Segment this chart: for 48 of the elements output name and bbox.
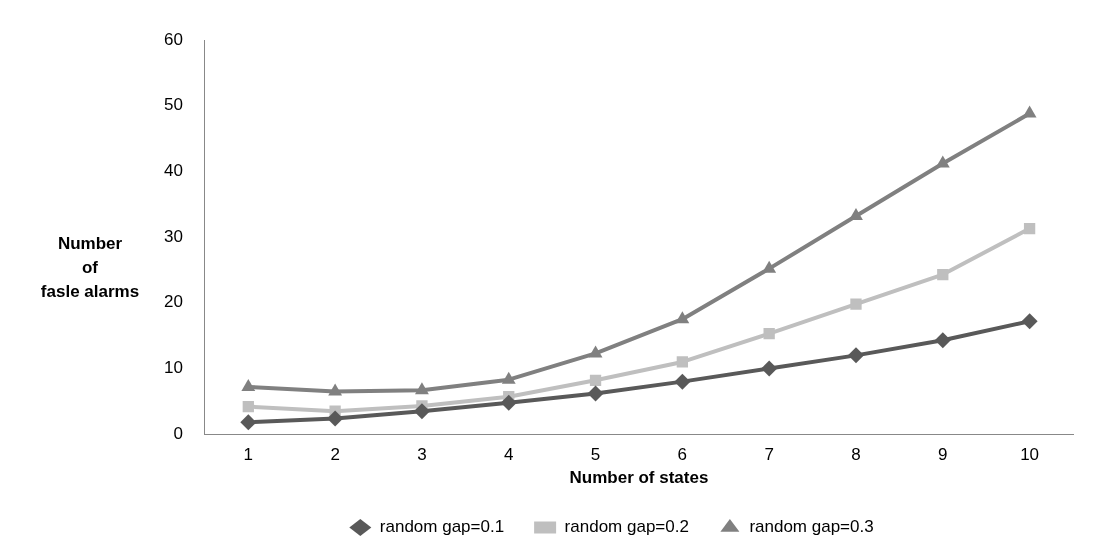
- point: [1022, 105, 1037, 118]
- point: [763, 328, 775, 340]
- point: [501, 371, 516, 384]
- point: [413, 403, 430, 420]
- point: [676, 356, 689, 368]
- point: [1021, 313, 1038, 330]
- x-tick-label: 2: [330, 445, 340, 465]
- point: [674, 373, 691, 390]
- point: [589, 374, 602, 386]
- point: [588, 345, 603, 358]
- x-tick-label: 1: [243, 445, 254, 465]
- point: [850, 298, 862, 310]
- x-tick-label: 5: [590, 445, 601, 465]
- point: [849, 208, 863, 221]
- x-tick-label: 10: [1020, 445, 1040, 465]
- point: [328, 383, 343, 396]
- x-tick-label: 3: [417, 445, 427, 465]
- x-tick-label: 6: [677, 445, 688, 465]
- legend-label: random gap=0.2: [564, 517, 689, 537]
- y-tick-label: 50: [163, 95, 183, 115]
- point: [415, 382, 429, 395]
- x-tick-label: 4: [504, 445, 514, 465]
- point: [240, 414, 257, 431]
- x-axis-title: Number of states: [569, 468, 709, 488]
- point: [935, 155, 950, 168]
- legend-label: random gap=0.1: [379, 517, 505, 537]
- point: [327, 410, 344, 427]
- point: [762, 260, 777, 273]
- point: [242, 400, 254, 413]
- x-tick-label: 7: [764, 445, 774, 465]
- point: [934, 332, 951, 349]
- x-tick-label: 9: [938, 445, 948, 465]
- y-tick-label: 30: [163, 226, 183, 246]
- y-tick-label: 10: [163, 358, 183, 378]
- point: [937, 268, 949, 281]
- legend-label: random gap=0.3: [749, 517, 874, 537]
- point: [847, 347, 864, 364]
- point: [761, 360, 778, 377]
- y-tick-label: 40: [163, 161, 183, 181]
- y-tick-label: 20: [163, 292, 183, 312]
- point: [1023, 222, 1036, 235]
- y-tick-label: 0: [173, 423, 183, 443]
- point: [587, 385, 604, 402]
- y-tick-label: 60: [163, 29, 183, 49]
- y-axis-title: Number of fasle alarms: [39, 233, 141, 303]
- point: [675, 311, 690, 324]
- point: [500, 394, 517, 411]
- x-tick-label: 8: [851, 445, 861, 465]
